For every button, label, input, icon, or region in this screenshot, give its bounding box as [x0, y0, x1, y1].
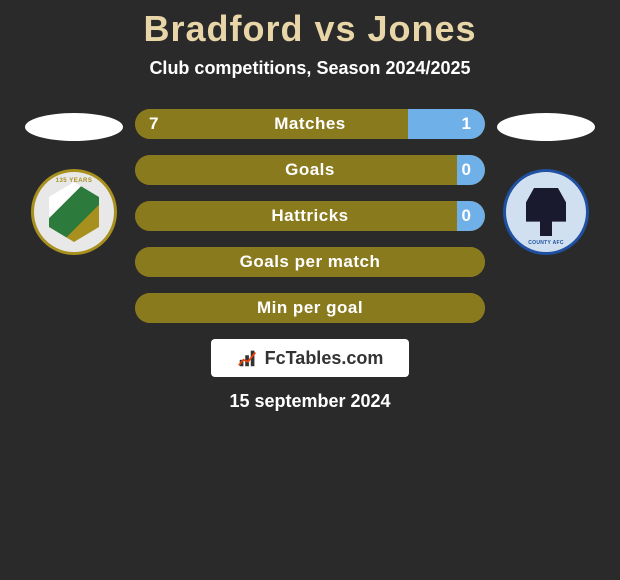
bar-label: Goals [135, 160, 485, 180]
bar-value-right: 1 [462, 114, 471, 134]
stat-bar: Matches7 1 [135, 109, 485, 139]
date-text: 15 september 2024 [229, 391, 390, 412]
bar-label: Matches [135, 114, 485, 134]
right-team-badge [503, 169, 589, 255]
bar-value-left: 7 [149, 114, 158, 134]
subtitle: Club competitions, Season 2024/2025 [149, 58, 470, 79]
bar-chart-icon [237, 347, 259, 369]
infographic-root: Bradford vs Jones Club competitions, Sea… [0, 0, 620, 412]
stat-bar: Hattricks0 [135, 201, 485, 231]
left-team-badge [31, 169, 117, 255]
stat-bar: Goals per match [135, 247, 485, 277]
branding: FcTables.com [211, 339, 410, 377]
right-column [497, 109, 595, 255]
right-card-placeholder [497, 113, 595, 141]
bar-value-right: 0 [462, 160, 471, 180]
bar-label: Hattricks [135, 206, 485, 226]
footer: FcTables.com 15 september 2024 [211, 339, 410, 412]
left-column [25, 109, 123, 255]
bar-label: Min per goal [135, 298, 485, 318]
stat-bar: Min per goal [135, 293, 485, 323]
bar-value-right: 0 [462, 206, 471, 226]
page-title: Bradford vs Jones [143, 8, 476, 50]
stat-bar: Goals0 [135, 155, 485, 185]
branding-text: FcTables.com [265, 348, 384, 369]
stat-bars-container: Matches71Goals0Hattricks0Goals per match… [135, 109, 485, 323]
bar-label: Goals per match [135, 252, 485, 272]
main-row: Matches71Goals0Hattricks0Goals per match… [0, 109, 620, 323]
left-card-placeholder [25, 113, 123, 141]
